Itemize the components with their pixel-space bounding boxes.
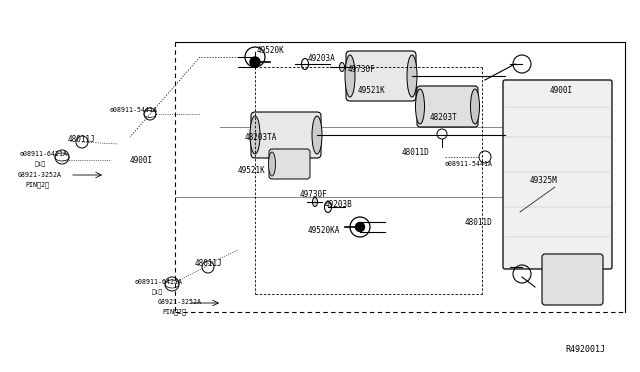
- Text: 49325M: 49325M: [530, 176, 557, 185]
- FancyBboxPatch shape: [417, 86, 478, 127]
- FancyBboxPatch shape: [269, 149, 310, 179]
- Text: 49730F: 49730F: [348, 64, 376, 74]
- Text: （1）: （1）: [35, 161, 46, 167]
- Text: ⊙08911-5441A: ⊙08911-5441A: [110, 107, 158, 113]
- Text: 4900I: 4900I: [550, 86, 573, 94]
- Text: 08921-3252A: 08921-3252A: [18, 172, 62, 178]
- Text: 48203T: 48203T: [430, 112, 458, 122]
- Circle shape: [250, 57, 260, 67]
- Text: ⊙08911-5441A: ⊙08911-5441A: [445, 161, 493, 167]
- Text: 4900I: 4900I: [130, 155, 153, 164]
- Ellipse shape: [269, 152, 275, 176]
- Text: 49521K: 49521K: [358, 86, 386, 94]
- FancyBboxPatch shape: [251, 112, 321, 158]
- Text: ⊙08911-6421A: ⊙08911-6421A: [20, 151, 68, 157]
- Text: 49203A: 49203A: [308, 54, 336, 62]
- Text: 49521K: 49521K: [238, 166, 266, 174]
- FancyBboxPatch shape: [503, 80, 612, 269]
- Text: 49520KA: 49520KA: [308, 225, 340, 234]
- Ellipse shape: [312, 116, 322, 154]
- Ellipse shape: [407, 55, 417, 97]
- Text: 48203TA: 48203TA: [245, 132, 277, 141]
- Ellipse shape: [470, 89, 479, 124]
- Text: PIN（2）: PIN（2）: [162, 309, 186, 315]
- Text: 48011D: 48011D: [402, 148, 429, 157]
- FancyBboxPatch shape: [542, 254, 603, 305]
- Text: 48011J: 48011J: [68, 135, 96, 144]
- Text: ⊙08911-6421A: ⊙08911-6421A: [135, 279, 183, 285]
- FancyBboxPatch shape: [346, 51, 416, 101]
- Ellipse shape: [415, 89, 424, 124]
- Text: （1）: （1）: [152, 289, 163, 295]
- Text: 49520K: 49520K: [257, 45, 285, 55]
- Circle shape: [355, 222, 365, 231]
- Text: PIN（2）: PIN（2）: [25, 182, 49, 188]
- Text: 48011J: 48011J: [195, 260, 223, 269]
- Ellipse shape: [345, 55, 355, 97]
- Text: 49730F: 49730F: [300, 189, 328, 199]
- Text: 49203B: 49203B: [325, 199, 353, 208]
- Text: 08921-3252A: 08921-3252A: [158, 299, 202, 305]
- Ellipse shape: [339, 62, 344, 71]
- Ellipse shape: [250, 116, 260, 154]
- Text: R492001J: R492001J: [565, 346, 605, 355]
- Text: 48011D: 48011D: [465, 218, 493, 227]
- Ellipse shape: [312, 198, 317, 206]
